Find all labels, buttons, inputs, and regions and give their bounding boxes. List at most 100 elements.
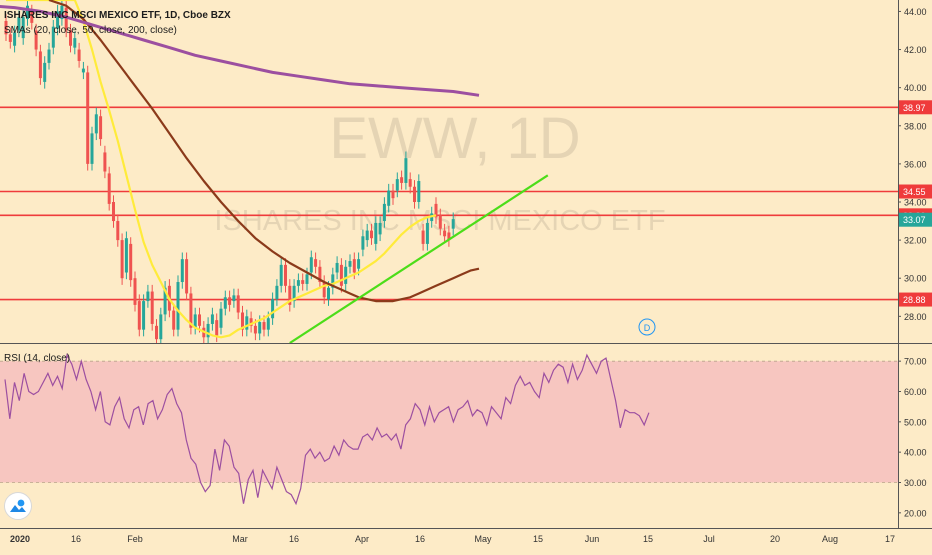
candle-body bbox=[185, 259, 189, 294]
time-tick-label: 16 bbox=[71, 534, 81, 544]
time-tick-label: 2020 bbox=[10, 534, 30, 544]
candle-body bbox=[90, 133, 94, 164]
rsi-tick-label: 20.00 bbox=[904, 508, 927, 518]
candle-body bbox=[434, 203, 438, 218]
candle-body bbox=[296, 280, 300, 286]
candle-body bbox=[116, 221, 120, 241]
candle-body bbox=[395, 179, 399, 191]
price-label-text: 28.88 bbox=[903, 295, 926, 305]
candle-body bbox=[198, 314, 201, 326]
candle-body bbox=[275, 285, 279, 300]
time-tick-label: 16 bbox=[415, 534, 425, 544]
dividend-marker-icon[interactable] bbox=[638, 318, 656, 336]
candle-body bbox=[361, 236, 365, 250]
candle-body bbox=[305, 274, 309, 284]
candle-body bbox=[172, 310, 176, 330]
candle-body bbox=[344, 266, 348, 284]
price-label-text: 34.55 bbox=[903, 187, 926, 197]
candle-body bbox=[4, 20, 8, 35]
time-tick-label: Mar bbox=[232, 534, 248, 544]
time-tick-label: 15 bbox=[643, 534, 653, 544]
candle-body bbox=[421, 230, 425, 244]
candle-body bbox=[159, 314, 163, 340]
price-tick-label: 42.00 bbox=[904, 45, 927, 55]
candle-body bbox=[279, 264, 283, 286]
chart-title: ISHARES INC MSCI MEXICO ETF, 1D, Cboe BZ… bbox=[4, 10, 231, 21]
candle-body bbox=[258, 322, 262, 334]
candle-body bbox=[86, 72, 90, 164]
time-tick-label: Jul bbox=[703, 534, 715, 544]
candle-body bbox=[370, 230, 373, 239]
candle-body bbox=[112, 201, 115, 222]
candle-body bbox=[189, 293, 193, 328]
rsi-tick-label: 30.00 bbox=[904, 478, 927, 488]
candle-body bbox=[314, 259, 318, 267]
price-label-tag bbox=[899, 100, 932, 115]
candle-body bbox=[51, 26, 55, 48]
time-tick-label: Jun bbox=[585, 534, 600, 544]
price-plot bbox=[0, 0, 898, 343]
rsi-tick-label: 60.00 bbox=[904, 387, 927, 397]
candle-body bbox=[417, 181, 421, 202]
candle-body bbox=[38, 51, 42, 79]
candle-body bbox=[249, 318, 253, 326]
rsi-tick-label: 50.00 bbox=[904, 417, 927, 427]
price-label-text: 38.97 bbox=[903, 103, 926, 113]
candle-body bbox=[253, 325, 257, 334]
candle-body bbox=[318, 266, 322, 283]
price-tick-label: 36.00 bbox=[904, 159, 927, 169]
candle-body bbox=[284, 264, 287, 286]
candle-body bbox=[236, 295, 240, 313]
candle-body bbox=[292, 285, 296, 302]
candle-body bbox=[26, 5, 29, 20]
watermark-symbol: EWW, 1D bbox=[329, 106, 580, 171]
candle-body bbox=[21, 17, 25, 39]
candle-body bbox=[391, 190, 395, 199]
candle-body bbox=[301, 280, 305, 284]
candle-body bbox=[142, 301, 146, 330]
candle-body bbox=[8, 34, 12, 42]
candle-body bbox=[56, 11, 60, 29]
candle-body bbox=[129, 243, 133, 281]
price-tick-label: 34.00 bbox=[904, 197, 927, 207]
candle-body bbox=[232, 295, 236, 302]
price-tick-label: 44.00 bbox=[904, 7, 927, 17]
candle-body bbox=[69, 30, 72, 46]
candle-body bbox=[99, 116, 103, 140]
candle-body bbox=[73, 38, 77, 48]
candle-body bbox=[34, 30, 38, 50]
time-tick-label: 15 bbox=[533, 534, 543, 544]
candle-body bbox=[193, 314, 197, 328]
candle-body bbox=[335, 262, 339, 273]
candle-body bbox=[348, 261, 352, 267]
candle-body bbox=[120, 240, 124, 279]
sma-legend: SMAs (20, close, 50, close, 200, close) bbox=[4, 25, 177, 36]
candle-body bbox=[180, 259, 184, 283]
candle-body bbox=[30, 11, 34, 23]
price-label-text: 33.07 bbox=[903, 215, 926, 225]
candle-body bbox=[124, 238, 128, 273]
price-label-tag bbox=[899, 184, 932, 199]
rsi-tick-label: 40.00 bbox=[904, 448, 927, 458]
candle-body bbox=[374, 222, 378, 244]
candle-body bbox=[365, 230, 369, 241]
price-tick-label: 30.00 bbox=[904, 274, 927, 284]
candle-body bbox=[13, 32, 17, 46]
candle-body bbox=[107, 173, 111, 204]
candle-body bbox=[413, 186, 416, 202]
candle-body bbox=[176, 282, 180, 330]
mountain-logo-icon bbox=[10, 499, 26, 512]
candle-body bbox=[219, 308, 223, 328]
logo-badge[interactable] bbox=[4, 492, 32, 520]
candle-body bbox=[266, 318, 270, 330]
candle-body bbox=[64, 7, 68, 31]
candle-body bbox=[103, 152, 107, 172]
candle-body bbox=[150, 291, 154, 324]
price-tick-label: 32.00 bbox=[904, 236, 927, 246]
candle-body bbox=[382, 203, 386, 222]
sma50-line bbox=[48, 0, 480, 303]
candle-body bbox=[339, 264, 343, 286]
candle-body bbox=[146, 291, 150, 302]
